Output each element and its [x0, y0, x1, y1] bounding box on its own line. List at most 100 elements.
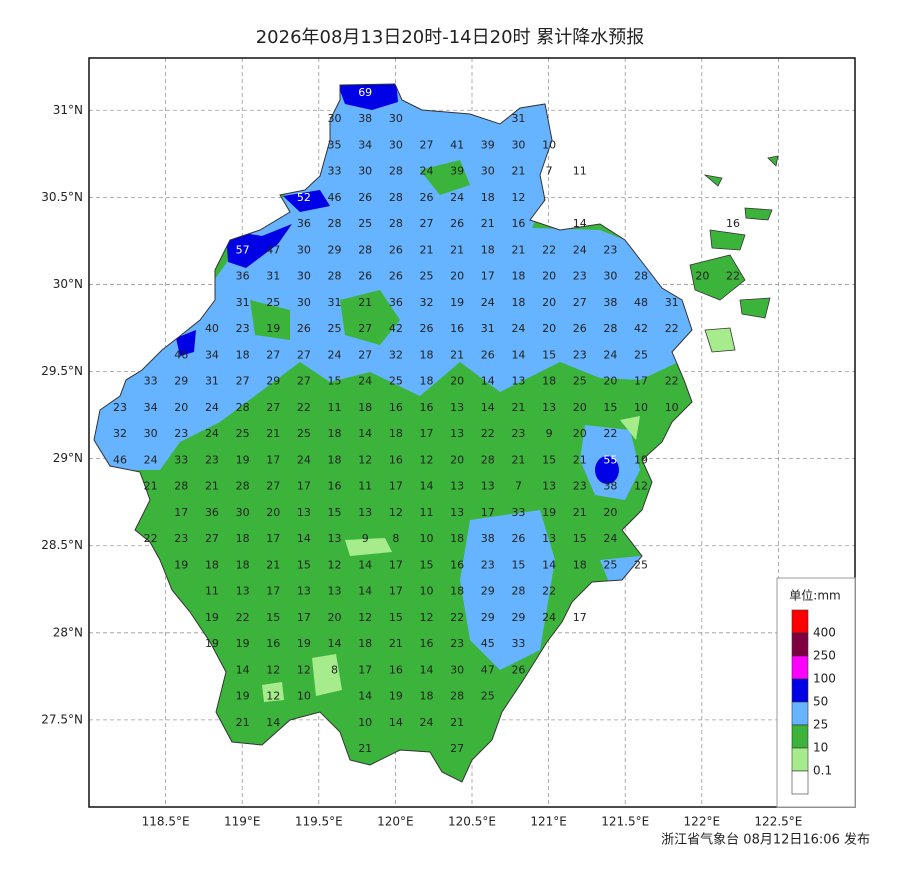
station-value: 10 — [297, 690, 311, 703]
station-value: 12 — [266, 663, 280, 676]
station-value: 21 — [573, 506, 587, 519]
station-value: 18 — [205, 558, 219, 571]
station-value: 13 — [542, 401, 556, 414]
station-value: 26 — [389, 243, 403, 256]
station-value: 27 — [420, 217, 434, 230]
station-value: 11 — [328, 401, 342, 414]
station-value: 29 — [511, 611, 525, 624]
station-value: 14 — [328, 637, 342, 650]
station-value: 19 — [266, 322, 280, 335]
station-value: 20 — [573, 401, 587, 414]
map-frame — [88, 57, 856, 808]
y-tick-label: 28.5°N — [41, 538, 83, 552]
station-value: 21 — [450, 243, 464, 256]
station-value: 14 — [542, 558, 556, 571]
station-value: 11 — [573, 165, 587, 178]
station-value: 7 — [515, 480, 522, 493]
station-value: 10 — [542, 138, 556, 151]
station-value: 25 — [634, 558, 648, 571]
station-value: 21 — [573, 453, 587, 466]
station-value: 16 — [450, 558, 464, 571]
station-value: 18 — [511, 270, 525, 283]
legend-level: 50 — [813, 695, 828, 709]
y-tick-label: 29°N — [53, 451, 83, 465]
station-value: 27 — [420, 138, 434, 151]
station-value: 20 — [450, 453, 464, 466]
station-value: 26 — [420, 191, 434, 204]
station-value: 46 — [328, 191, 342, 204]
zone-25 — [460, 425, 650, 670]
station-value: 38 — [481, 532, 495, 545]
station-value: 24 — [420, 716, 434, 729]
station-value: 26 — [389, 270, 403, 283]
station-value: 16 — [420, 637, 434, 650]
station-value: 41 — [450, 138, 464, 151]
station-value: 14 — [481, 401, 495, 414]
station-value: 19 — [450, 296, 464, 309]
station-value: 31 — [511, 112, 525, 125]
station-value: 30 — [389, 112, 403, 125]
station-value: 17 — [266, 453, 280, 466]
station-value: 29 — [481, 611, 495, 624]
legend-level: 25 — [813, 718, 828, 732]
station-value: 18 — [481, 191, 495, 204]
station-value: 18 — [511, 296, 525, 309]
station-value: 29 — [266, 375, 280, 388]
zone-50 — [176, 84, 398, 356]
station-value: 25 — [358, 217, 372, 230]
station-value: 18 — [358, 401, 372, 414]
station-value: 24 — [603, 348, 617, 361]
station-value: 12 — [358, 453, 372, 466]
station-value: 12 — [420, 453, 434, 466]
legend-swatch — [791, 724, 809, 749]
station-value: 32 — [389, 348, 403, 361]
legend: 单位:mm 400 250 100 50 25 10 0.1 — [776, 577, 856, 808]
x-tick-label: 121°E — [530, 815, 567, 829]
station-value: 21 — [144, 480, 158, 493]
station-value: 20 — [603, 506, 617, 519]
station-value: 27 — [266, 480, 280, 493]
station-value: 17 — [266, 585, 280, 598]
station-value: 16 — [389, 401, 403, 414]
station-value: 25 — [603, 558, 617, 571]
station-value: 24 — [420, 165, 434, 178]
station-value: 17 — [481, 506, 495, 519]
station-value: 16 — [450, 322, 464, 335]
station-value: 30 — [236, 506, 250, 519]
station-value: 13 — [450, 427, 464, 440]
x-tick-label: 119°E — [224, 815, 261, 829]
x-tick-label: 122.5°E — [754, 815, 802, 829]
station-value: 30 — [389, 138, 403, 151]
station-value: 23 — [113, 401, 127, 414]
station-value: 40 — [205, 322, 219, 335]
station-value: 22 — [665, 322, 679, 335]
y-tick-label: 30°N — [53, 277, 83, 291]
station-value: 23 — [174, 427, 188, 440]
station-value: 18 — [450, 532, 464, 545]
station-value: 24 — [205, 427, 219, 440]
station-value: 28 — [174, 480, 188, 493]
station-value: 31 — [665, 296, 679, 309]
station-value: 23 — [511, 427, 525, 440]
station-value: 27 — [358, 348, 372, 361]
station-value: 17 — [389, 585, 403, 598]
station-value: 32 — [420, 296, 434, 309]
station-value: 17 — [420, 427, 434, 440]
station-value: 36 — [205, 506, 219, 519]
station-value: 24 — [328, 348, 342, 361]
station-value: 20 — [603, 375, 617, 388]
station-value: 7 — [546, 165, 553, 178]
station-value: 13 — [328, 585, 342, 598]
station-value: 18 — [573, 558, 587, 571]
station-value: 20 — [542, 296, 556, 309]
legend-title: 单位:mm — [789, 588, 840, 603]
station-value: 18 — [420, 690, 434, 703]
station-value: 23 — [174, 532, 188, 545]
station-value: 22 — [236, 611, 250, 624]
station-value: 13 — [511, 375, 525, 388]
station-value: 30 — [450, 663, 464, 676]
station-value: 14 — [236, 663, 250, 676]
station-value: 13 — [450, 506, 464, 519]
station-value: 14 — [420, 663, 434, 676]
